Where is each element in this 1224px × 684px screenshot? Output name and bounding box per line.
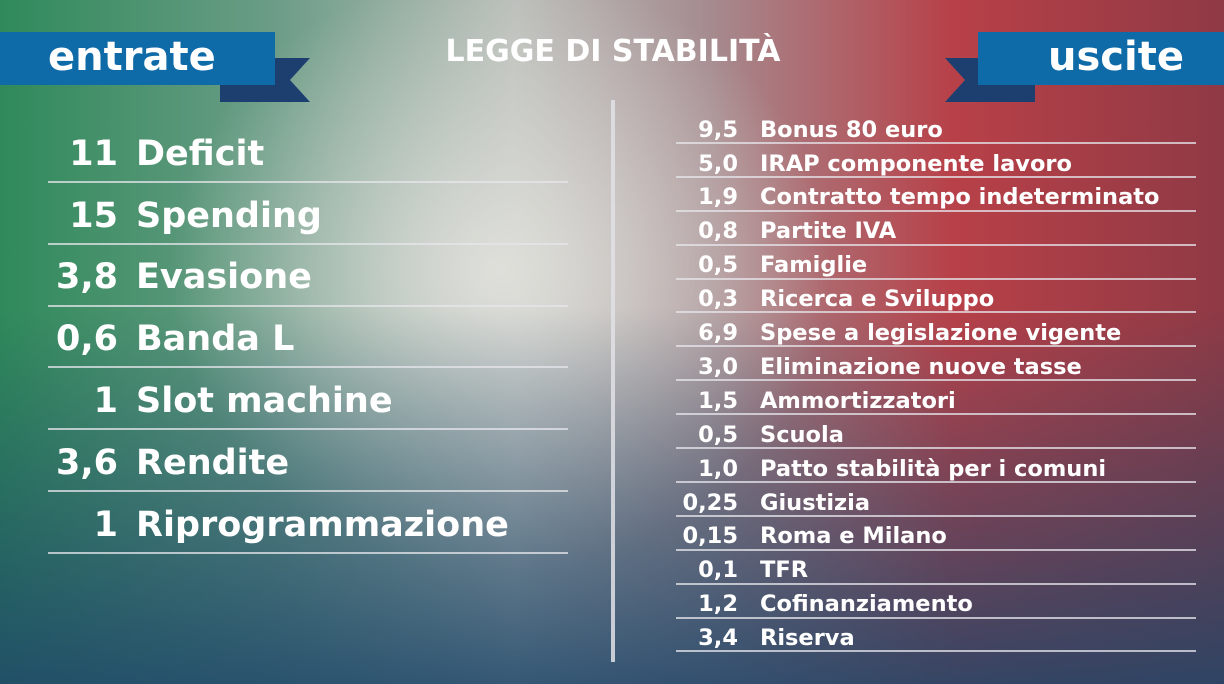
- amount: 0,6: [55, 319, 118, 360]
- separator: [676, 447, 1196, 450]
- amount: 0,5: [698, 421, 738, 448]
- divider: [611, 100, 615, 662]
- amount: 15: [69, 195, 118, 236]
- separator: [48, 489, 568, 492]
- item-label: IRAP componente lavoro: [760, 150, 1072, 177]
- item-label: Giustizia: [760, 489, 871, 516]
- item-label: Partite IVA: [760, 218, 897, 245]
- separator: [676, 345, 1196, 348]
- separator: [676, 650, 1196, 653]
- amount: 3,4: [698, 625, 738, 652]
- ribbon: [978, 32, 1224, 85]
- ribbon: [0, 32, 275, 85]
- amount: 6,9: [698, 320, 738, 347]
- left-label: entrate: [48, 34, 216, 80]
- item-label: Eliminazione nuove tasse: [760, 353, 1082, 380]
- separator: [676, 582, 1196, 585]
- separator: [676, 616, 1196, 619]
- item-label: Riserva: [760, 625, 855, 652]
- amount: 0,1: [698, 557, 738, 584]
- separator: [676, 209, 1196, 212]
- amount: 11: [69, 133, 118, 174]
- item-label: Cofinanziamento: [760, 591, 973, 618]
- separator: [676, 175, 1196, 178]
- item-label: Spending: [136, 195, 322, 236]
- amount: 3,8: [55, 257, 118, 298]
- title: LEGGE DI STABILITÀ: [445, 34, 781, 69]
- item-label: Riprogrammazione: [136, 504, 509, 545]
- amount: 0,15: [682, 523, 738, 550]
- separator: [48, 428, 568, 431]
- item-label: Bonus 80 euro: [760, 116, 943, 143]
- amount: 0,3: [698, 286, 738, 313]
- item-label: Rendite: [136, 442, 290, 483]
- separator: [48, 304, 568, 307]
- separator: [676, 141, 1196, 144]
- amount: 9,5: [698, 116, 738, 143]
- separator: [676, 243, 1196, 246]
- item-label: Patto stabilità per i comuni: [760, 455, 1107, 482]
- amount: 1,2: [698, 591, 738, 618]
- item-label: Famiglie: [760, 252, 868, 279]
- amount: 5,0: [698, 150, 738, 177]
- amount: 1: [93, 380, 118, 421]
- amount: 0,5: [698, 252, 738, 279]
- amount: 1,9: [698, 184, 738, 211]
- amount: 1: [93, 504, 118, 545]
- item-label: Ammortizzatori: [760, 387, 956, 414]
- item-label: Roma e Milano: [760, 523, 947, 550]
- separator: [48, 242, 568, 245]
- separator: [48, 551, 568, 554]
- separator: [676, 413, 1196, 416]
- item-label: Evasione: [136, 257, 312, 298]
- amount: 3,6: [55, 442, 118, 483]
- separator: [676, 311, 1196, 314]
- amount: 0,8: [698, 218, 738, 245]
- item-label: Ricerca e Sviluppo: [760, 286, 995, 313]
- separator: [48, 366, 568, 369]
- separator: [676, 277, 1196, 280]
- item-label: Slot machine: [136, 380, 393, 421]
- item-label: Contratto tempo indeterminato: [760, 184, 1160, 211]
- separator: [676, 480, 1196, 483]
- separator: [676, 548, 1196, 551]
- item-label: TFR: [760, 557, 809, 584]
- item-label: Deficit: [136, 133, 265, 174]
- amount: 3,0: [698, 353, 738, 380]
- separator: [676, 514, 1196, 517]
- item-label: Scuola: [760, 421, 844, 448]
- item-label: Banda L: [136, 319, 295, 360]
- amount: 1,0: [698, 455, 738, 482]
- separator: [676, 379, 1196, 382]
- right-label: uscite: [1048, 34, 1184, 80]
- separator: [48, 180, 568, 183]
- amount: 1,5: [698, 387, 738, 414]
- amount: 0,25: [682, 489, 738, 516]
- item-label: Spese a legislazione vigente: [760, 320, 1122, 347]
